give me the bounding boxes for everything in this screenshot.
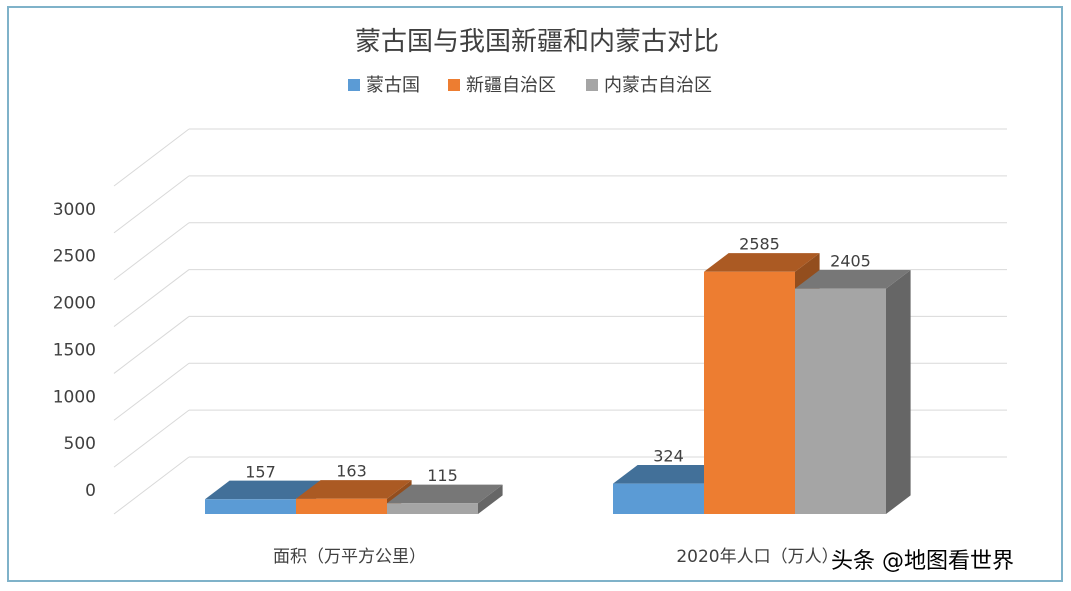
y-tick-label: 1000 — [53, 387, 96, 407]
legend-label-inner-mongolia: 内蒙古自治区 — [604, 75, 712, 96]
bar-front — [613, 483, 704, 514]
bar-front — [205, 499, 296, 514]
bar-top — [205, 480, 321, 500]
gridline-side — [113, 269, 190, 327]
bar-front — [296, 498, 387, 514]
bars — [205, 253, 911, 515]
gridline-side — [113, 409, 190, 468]
data-label: 163 — [336, 462, 367, 481]
legend-item-mongolia: 蒙古国 — [348, 75, 420, 96]
y-axis: 0 500 1000 1500 2000 2500 3000 — [53, 200, 96, 501]
data-labels: 157 163 115 324 2585 2405 — [245, 235, 871, 485]
gridline-side — [113, 362, 190, 421]
bar-front — [795, 288, 886, 514]
y-tick-label: 0 — [85, 481, 96, 501]
y-tick-label: 1500 — [53, 340, 96, 360]
legend-item-inner-mongolia: 内蒙古自治区 — [586, 75, 712, 96]
y-tick-label: 2000 — [53, 294, 96, 314]
bar-top — [613, 465, 729, 484]
y-tick-label: 2500 — [53, 247, 96, 267]
gridline-side — [113, 456, 190, 515]
gridlines — [113, 128, 1007, 515]
bar — [387, 484, 503, 514]
y-tick-label: 3000 — [53, 200, 96, 220]
legend-swatch-xinjiang — [448, 79, 460, 91]
data-label: 2405 — [830, 252, 871, 271]
gridline-side — [113, 128, 190, 187]
bar-top — [296, 480, 412, 499]
y-tick-label: 500 — [64, 434, 96, 454]
chart-title: 蒙古国与我国新疆和内蒙古对比 — [355, 27, 719, 57]
bar-front — [387, 503, 478, 514]
data-label: 2585 — [739, 235, 780, 254]
bar-top — [795, 270, 911, 289]
data-label: 115 — [427, 466, 458, 485]
legend-label-mongolia: 蒙古国 — [366, 75, 420, 96]
legend: 蒙古国 新疆自治区 内蒙古自治区 — [348, 75, 712, 96]
bar-top — [387, 484, 503, 504]
legend-swatch-inner-mongolia — [586, 79, 598, 91]
chart-frame: 0 500 1000 1500 2000 2500 3000 157 163 115 324 258… — [7, 6, 1063, 582]
data-label: 157 — [245, 462, 276, 481]
x-axis: 面积（万平方公里） 2020年人口（万人） — [273, 547, 839, 567]
gridline-side — [113, 175, 190, 234]
bar-side — [886, 270, 911, 514]
bar — [795, 270, 911, 514]
gridline-side — [113, 316, 190, 374]
legend-swatch-mongolia — [348, 79, 360, 91]
gridline-side — [113, 222, 190, 281]
x-tick-label: 面积（万平方公里） — [273, 547, 426, 567]
legend-label-xinjiang: 新疆自治区 — [466, 75, 556, 96]
data-label: 324 — [653, 447, 684, 466]
bar-side — [478, 484, 503, 514]
x-tick-label: 2020年人口（万人） — [676, 547, 838, 567]
watermark: 头条 @地图看世界 — [831, 549, 1014, 574]
bar-front — [704, 271, 795, 514]
chart-canvas: 0 500 1000 1500 2000 2500 3000 157 163 115 324 258… — [53, 27, 1014, 574]
legend-item-xinjiang: 新疆自治区 — [448, 75, 556, 96]
bar-top — [704, 253, 820, 272]
